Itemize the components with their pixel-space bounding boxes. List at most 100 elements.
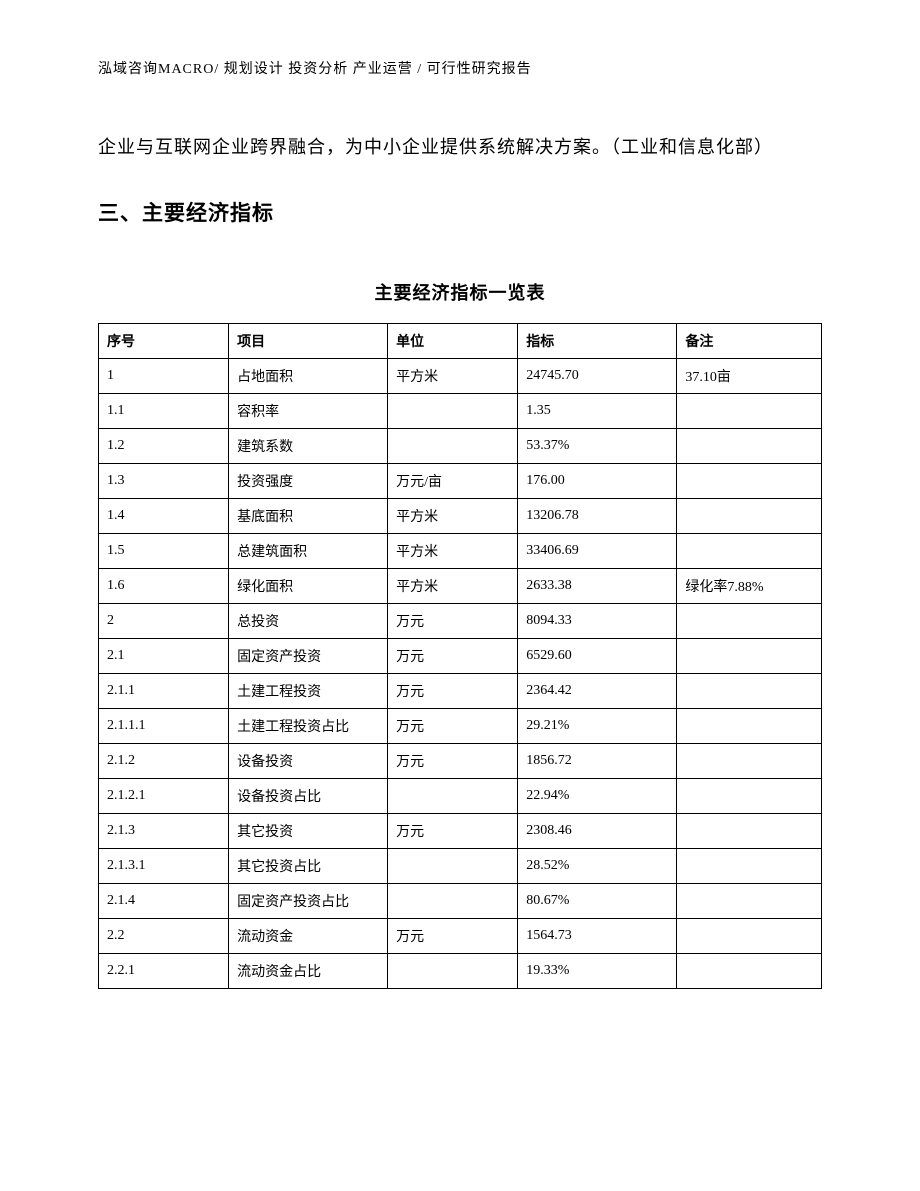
- table-cell: 2.1.4: [99, 884, 229, 919]
- table-cell: 6529.60: [518, 639, 677, 674]
- table-cell: 1.3: [99, 464, 229, 499]
- table-row: 1.5总建筑面积平方米33406.69: [99, 534, 822, 569]
- table-row: 1.6绿化面积平方米2633.38绿化率7.88%: [99, 569, 822, 604]
- table-cell: 万元: [388, 744, 518, 779]
- page-header: 泓域咨询MACRO/ 规划设计 投资分析 产业运营 / 可行性研究报告: [98, 58, 822, 78]
- table-cell: 万元: [388, 814, 518, 849]
- table-row: 2.1.4固定资产投资占比 80.67%: [99, 884, 822, 919]
- table-cell: [677, 464, 822, 499]
- table-cell: 绿化率7.88%: [677, 569, 822, 604]
- table-header-cell: 项目: [229, 324, 388, 359]
- table-row: 1.4基底面积平方米13206.78: [99, 499, 822, 534]
- table-cell: 土建工程投资占比: [229, 709, 388, 744]
- table-title: 主要经济指标一览表: [98, 279, 822, 305]
- table-cell: [677, 639, 822, 674]
- table-cell: 53.37%: [518, 429, 677, 464]
- table-cell: [677, 814, 822, 849]
- table-header-cell: 单位: [388, 324, 518, 359]
- table-cell: 万元: [388, 639, 518, 674]
- table-row: 1.2建筑系数53.37%: [99, 429, 822, 464]
- table-cell: [388, 954, 518, 989]
- table-header-cell: 指标: [518, 324, 677, 359]
- table-cell: 1.6: [99, 569, 229, 604]
- table-cell: 24745.70: [518, 359, 677, 394]
- table-cell: 总投资: [229, 604, 388, 639]
- paragraph-text: 企业与互联网企业跨界融合，为中小企业提供系统解决方案。（工业和信息化部）: [98, 137, 773, 157]
- table-row: 2.1.2.1设备投资占比22.94%: [99, 779, 822, 814]
- table-cell: 2.1.3.1: [99, 849, 229, 884]
- table-cell: [677, 744, 822, 779]
- table-cell: 2.2: [99, 919, 229, 954]
- table-cell: 固定资产投资占比: [229, 884, 388, 919]
- table-cell: 8094.33: [518, 604, 677, 639]
- table-cell: [677, 849, 822, 884]
- table-row: 2.1.3.1其它投资占比 28.52%: [99, 849, 822, 884]
- economic-indicators-table: 序号 项目 单位 指标 备注 1占地面积平方米24745.7037.10亩1.1…: [98, 323, 822, 989]
- table-cell: 固定资产投资: [229, 639, 388, 674]
- table-cell: 容积率: [229, 394, 388, 429]
- table-cell: 1.4: [99, 499, 229, 534]
- table-header-row: 序号 项目 单位 指标 备注: [99, 324, 822, 359]
- section-heading-text: 三、主要经济指标: [98, 201, 274, 225]
- table-cell: [388, 429, 518, 464]
- table-cell: 总建筑面积: [229, 534, 388, 569]
- table-cell: 2.1.1: [99, 674, 229, 709]
- table-cell: 设备投资: [229, 744, 388, 779]
- table-cell: 其它投资占比: [229, 849, 388, 884]
- table-cell: 28.52%: [518, 849, 677, 884]
- table-cell: 1.5: [99, 534, 229, 569]
- table-cell: 2.1.2.1: [99, 779, 229, 814]
- header-text: 泓域咨询MACRO/ 规划设计 投资分析 产业运营 / 可行性研究报告: [98, 62, 532, 77]
- table-cell: 其它投资: [229, 814, 388, 849]
- table-row: 2.1.3其它投资万元2308.46: [99, 814, 822, 849]
- body-paragraph: 企业与互联网企业跨界融合，为中小企业提供系统解决方案。（工业和信息化部）: [98, 126, 822, 169]
- table-cell: 基底面积: [229, 499, 388, 534]
- table-row: 2.1.2设备投资万元1856.72: [99, 744, 822, 779]
- table-row: 1占地面积平方米24745.7037.10亩: [99, 359, 822, 394]
- table-cell: 2364.42: [518, 674, 677, 709]
- table-cell: 19.33%: [518, 954, 677, 989]
- table-cell: 建筑系数: [229, 429, 388, 464]
- table-cell: [677, 534, 822, 569]
- table-row: 2.2.1流动资金占比 19.33%: [99, 954, 822, 989]
- table-cell: 1.35: [518, 394, 677, 429]
- table-cell: [677, 709, 822, 744]
- table-cell: [677, 954, 822, 989]
- table-cell: [388, 394, 518, 429]
- table-header-cell: 备注: [677, 324, 822, 359]
- table-row: 2.2流动资金万元1564.73: [99, 919, 822, 954]
- table-cell: 万元: [388, 674, 518, 709]
- table-cell: 176.00: [518, 464, 677, 499]
- table-cell: 万元: [388, 709, 518, 744]
- table-cell: 33406.69: [518, 534, 677, 569]
- table-cell: [388, 884, 518, 919]
- table-cell: 22.94%: [518, 779, 677, 814]
- table-row: 2.1固定资产投资万元6529.60: [99, 639, 822, 674]
- table-cell: 1.1: [99, 394, 229, 429]
- table-cell: 2.1: [99, 639, 229, 674]
- table-cell: 投资强度: [229, 464, 388, 499]
- table-cell: 万元/亩: [388, 464, 518, 499]
- table-cell: 平方米: [388, 569, 518, 604]
- table-cell: [677, 674, 822, 709]
- table-cell: 2.2.1: [99, 954, 229, 989]
- table-row: 2.1.1.1土建工程投资占比万元29.21%: [99, 709, 822, 744]
- table-cell: [677, 394, 822, 429]
- table-cell: 流动资金: [229, 919, 388, 954]
- table-row: 2总投资万元8094.33: [99, 604, 822, 639]
- table-cell: 绿化面积: [229, 569, 388, 604]
- table-row: 1.1容积率 1.35: [99, 394, 822, 429]
- table-cell: 平方米: [388, 359, 518, 394]
- table-cell: 1564.73: [518, 919, 677, 954]
- table-cell: [677, 604, 822, 639]
- table-cell: 平方米: [388, 534, 518, 569]
- section-heading: 三、主要经济指标: [98, 197, 822, 227]
- table-cell: 2308.46: [518, 814, 677, 849]
- table-cell: 2.1.1.1: [99, 709, 229, 744]
- table-title-text: 主要经济指标一览表: [375, 283, 546, 303]
- table-cell: 80.67%: [518, 884, 677, 919]
- table-row: 1.3投资强度万元/亩176.00: [99, 464, 822, 499]
- table-cell: 万元: [388, 919, 518, 954]
- table-cell: 1: [99, 359, 229, 394]
- table-cell: 流动资金占比: [229, 954, 388, 989]
